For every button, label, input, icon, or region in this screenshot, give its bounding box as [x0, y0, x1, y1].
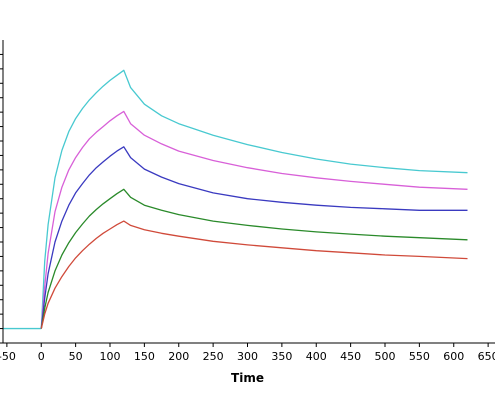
x-tick-label: 100: [100, 350, 121, 363]
series-line-5: [40, 220, 468, 329]
x-tick-label: 300: [237, 350, 258, 363]
x-axis-ticks: -50 0 50 100 150 200 250 300 350 400 450 500 550 600 6…: [0, 343, 495, 363]
series-line-1: [40, 69, 468, 329]
x-tick-label: 0: [38, 350, 45, 363]
series-line-4: [40, 188, 468, 329]
x-tick-label: 200: [168, 350, 189, 363]
series-line-2: [40, 110, 468, 329]
x-tick-label: 400: [306, 350, 327, 363]
x-tick-label: -50: [0, 350, 16, 363]
x-tick-label: 500: [375, 350, 396, 363]
x-tick-label: 50: [69, 350, 83, 363]
x-tick-label: 650: [478, 350, 495, 363]
series-line-3: [40, 146, 468, 329]
x-tick-label: 350: [271, 350, 292, 363]
x-tick-label: 550: [409, 350, 430, 363]
x-axis-title: Time: [231, 371, 264, 385]
plot-area: [3, 69, 468, 330]
x-tick-label: 450: [340, 350, 361, 363]
y-axis-ticks: [0, 53, 3, 330]
x-tick-label: 150: [134, 350, 155, 363]
x-tick-label: 600: [443, 350, 464, 363]
x-tick-label: 250: [203, 350, 224, 363]
